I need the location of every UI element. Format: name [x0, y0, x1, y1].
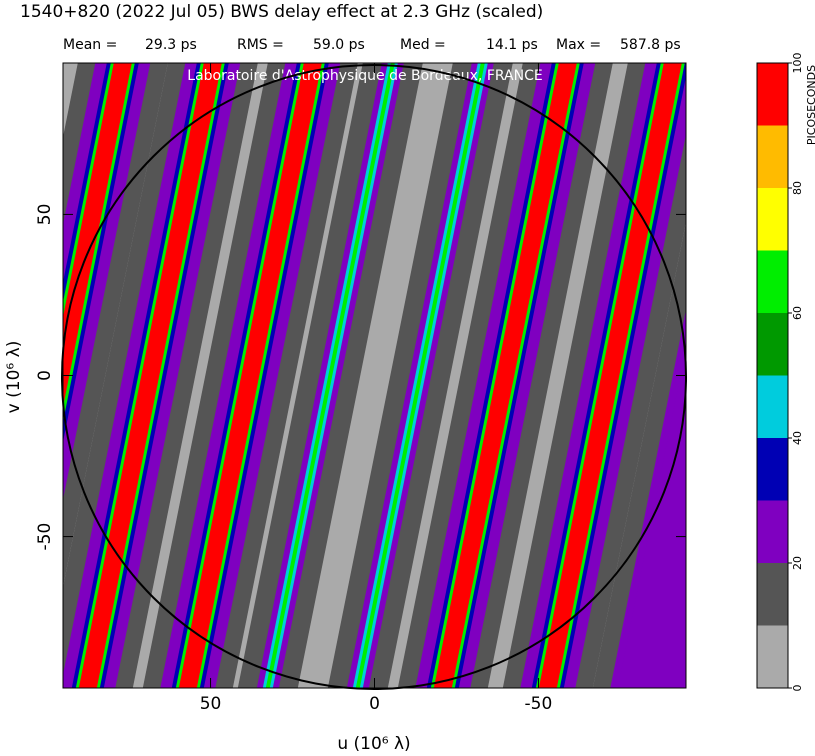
colorbar-swatch — [757, 188, 788, 251]
colorbar-frame — [756, 62, 789, 689]
stripe-texture — [538, 63, 682, 688]
colorbar-tick-label: 20 — [791, 556, 804, 570]
colorbar-tick-label: 80 — [791, 181, 804, 195]
stripe-texture — [78, 63, 222, 688]
y-axis-label: v (10⁶ λ) — [4, 341, 24, 414]
stat-label: Med = — [400, 37, 446, 53]
heatmap — [63, 63, 686, 688]
colorbar-tick-label: 0 — [791, 685, 804, 692]
stripe-texture — [63, 63, 151, 500]
x-tick-label: 0 — [369, 694, 380, 714]
stripe-texture — [265, 63, 395, 688]
stat-value: 29.3 ps — [145, 37, 197, 53]
colorbar-swatch — [757, 563, 788, 626]
colorbar-swatch — [757, 313, 788, 376]
stat-label: Max = — [556, 37, 601, 53]
stat-label: RMS = — [237, 37, 284, 53]
stat-value: 59.0 ps — [313, 37, 365, 53]
stripe-texture — [63, 63, 135, 423]
stripe-texture — [63, 63, 132, 408]
x-axis-label: u (10⁶ λ) — [337, 734, 410, 754]
stat-value: 14.1 ps — [486, 37, 538, 53]
colorbar-swatch — [757, 625, 788, 688]
y-tick-label: 50 — [35, 204, 55, 226]
colorbar-swatch — [757, 125, 788, 188]
colorbar-tick-label: 40 — [791, 431, 804, 445]
stripe-texture — [178, 63, 322, 688]
colorbar-swatch — [757, 375, 788, 438]
stat-value: 587.8 ps — [620, 37, 681, 53]
y-tick-label: 0 — [35, 370, 55, 381]
colorbar-tick-label: 60 — [791, 306, 804, 320]
colorbar-swatch — [757, 500, 788, 563]
colorbar-swatch — [757, 63, 788, 126]
colorbar-tick-label: 100 — [791, 53, 804, 74]
stripe-texture — [63, 63, 139, 443]
colorbar-label: PICOSECONDS — [805, 65, 815, 145]
stripe-texture — [433, 63, 577, 688]
x-tick-label: -50 — [525, 694, 553, 714]
chart-title: 1540+820 (2022 Jul 05) BWS delay effect … — [20, 2, 543, 22]
x-tick-label: 50 — [200, 694, 222, 714]
colorbar-swatch — [757, 438, 788, 501]
watermark: Laboratoire d'Astrophysique de Bordeaux,… — [187, 68, 542, 84]
stat-label: Mean = — [63, 37, 117, 53]
colorbar-swatch — [757, 250, 788, 313]
stripe-texture — [355, 63, 485, 688]
y-tick-label: -50 — [35, 523, 55, 551]
